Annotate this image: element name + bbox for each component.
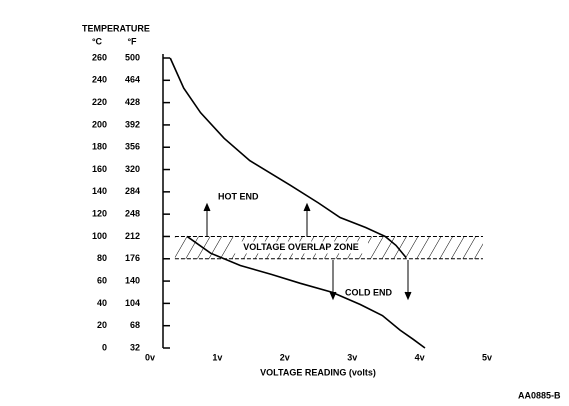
y-tick-label: 180 <box>92 142 107 152</box>
zone-label-bg <box>234 241 368 254</box>
zone-label: VOLTAGE OVERLAP ZONE <box>243 242 359 252</box>
chart-title: TEMPERATURE <box>82 23 150 33</box>
series-label: COLD END <box>345 287 393 297</box>
line-series <box>186 235 426 349</box>
series-label: HOT END <box>218 191 259 201</box>
y-tick-label: 40 <box>97 298 107 308</box>
y2-tick-label: 176 <box>125 253 140 263</box>
y-tick-label: 200 <box>92 119 107 129</box>
y2-tick-label: 428 <box>125 97 140 107</box>
y-axis-unit: °C <box>92 36 103 46</box>
y2-axis-unit: °F <box>127 36 137 46</box>
y2-tick-label: 356 <box>125 142 140 152</box>
y-tick-label: 60 <box>97 275 107 285</box>
y2-tick-label: 32 <box>130 342 140 352</box>
y-tick-label: 260 <box>92 52 107 62</box>
arrows <box>203 202 412 301</box>
y-tick-label: 120 <box>92 209 107 219</box>
y-tick-label: 220 <box>92 97 107 107</box>
y-tick-label: 160 <box>92 164 107 174</box>
y-tick-label: 20 <box>97 320 107 330</box>
y2-tick-label: 140 <box>125 275 140 285</box>
y2-tick-label: 284 <box>125 186 140 196</box>
y-tick-label: 100 <box>92 231 107 241</box>
y2-tick-label: 464 <box>125 75 140 85</box>
x-tick-label: 4v <box>415 352 425 362</box>
y2-tick-label: 248 <box>125 209 140 219</box>
x-tick-label: 3v <box>347 352 357 362</box>
figure-id: AA0885-B <box>518 390 561 400</box>
x-tick-label: 0v <box>145 352 155 362</box>
line-series <box>169 57 407 259</box>
y2-tick-label: 500 <box>125 52 140 62</box>
y-tick-label: 0 <box>102 342 107 352</box>
y2-tick-label: 68 <box>130 320 140 330</box>
x-axis-label: VOLTAGE READING (volts) <box>260 367 376 377</box>
y-tick-label: 140 <box>92 186 107 196</box>
y-tick-label: 80 <box>97 253 107 263</box>
y2-tick-label: 104 <box>125 298 140 308</box>
y2-tick-label: 212 <box>125 231 140 241</box>
y2-tick-label: 392 <box>125 119 140 129</box>
x-tick-label: 1v <box>212 352 222 362</box>
y-tick-label: 240 <box>92 75 107 85</box>
x-tick-label: 2v <box>280 352 290 362</box>
y2-tick-label: 320 <box>125 164 140 174</box>
x-tick-label: 5v <box>482 352 492 362</box>
